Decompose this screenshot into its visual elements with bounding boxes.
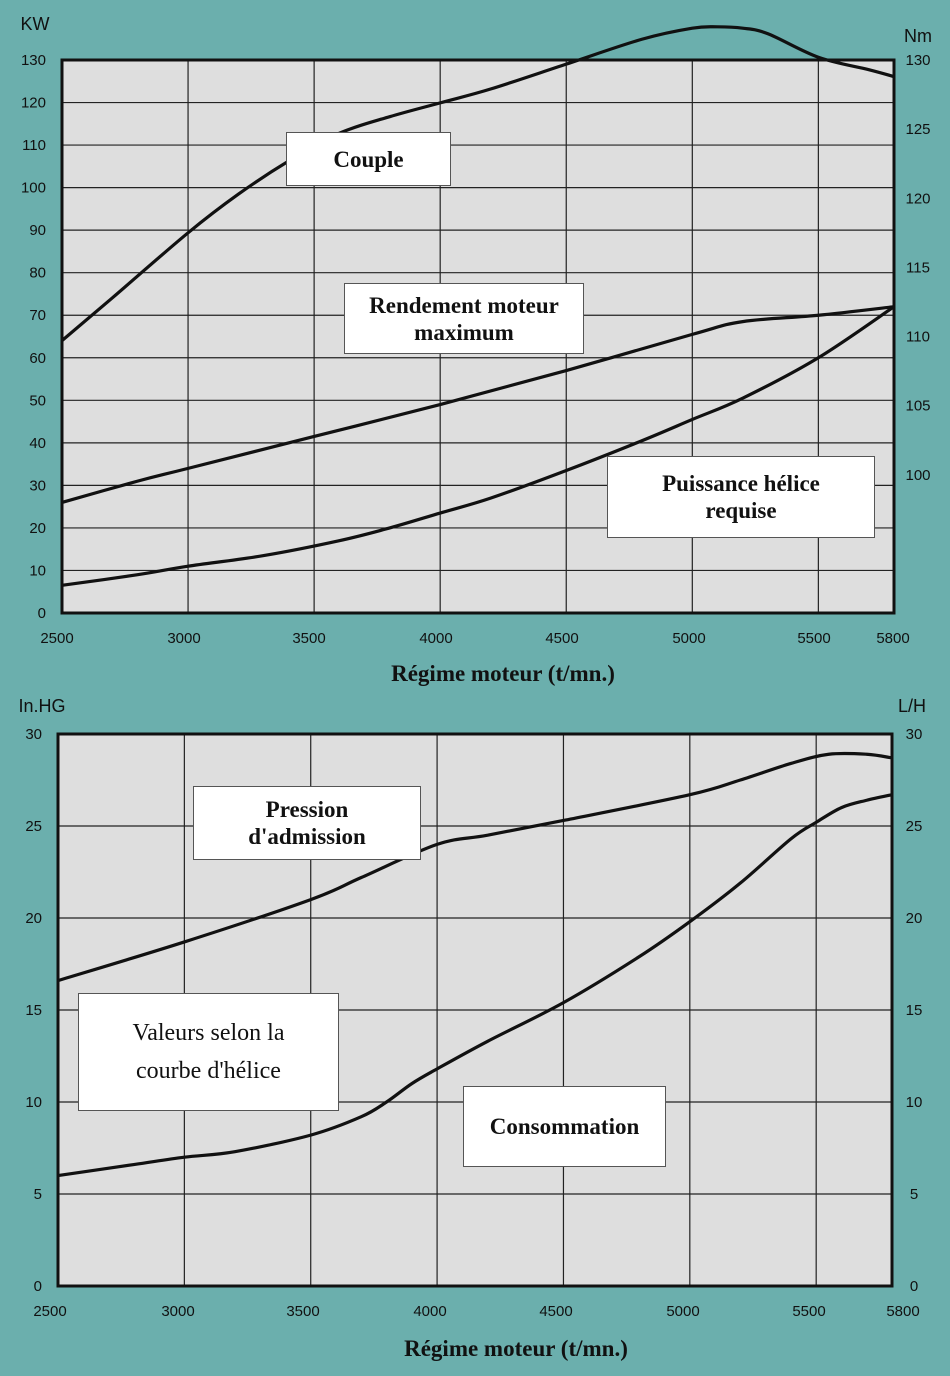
x-tick-label: 5800 — [886, 1303, 919, 1320]
y-tick-label: 10 — [29, 562, 46, 579]
y-tick-label: 0 — [34, 1278, 42, 1295]
x-tick-label: 5500 — [792, 1303, 825, 1320]
y-tick-label: 30 — [25, 726, 42, 743]
y2-axis-unit-label: L/H — [898, 696, 926, 716]
y-tick-label: 30 — [29, 477, 46, 494]
y-tick-label: 25 — [25, 818, 42, 835]
y-tick-label: 90 — [29, 222, 46, 239]
y2-tick-label: 10 — [906, 1094, 923, 1111]
power-torque-chart: 0 10 20 30 40 50 60 70 80 90 100 110 120 130 100 105 110… — [21, 14, 933, 686]
y2-tick-label: 120 — [905, 190, 930, 207]
y-tick-label: 40 — [29, 435, 46, 452]
series-line-puissance-h-lice-requise — [61, 305, 895, 587]
x-tick-label: 5500 — [797, 630, 830, 647]
couple-label-box: Couple — [286, 132, 451, 186]
y2-tick-label: 0 — [910, 1278, 918, 1295]
x-tick-label: 2500 — [33, 1303, 66, 1320]
y2-tick-label: 15 — [906, 1002, 923, 1019]
y-tick-label: 60 — [29, 350, 46, 367]
y-tick-label: 5 — [34, 1186, 42, 1203]
x-tick-label: 4500 — [539, 1303, 572, 1320]
y-tick-label: 110 — [22, 137, 46, 154]
y2-tick-label: 100 — [905, 467, 930, 484]
valeurs-label-box: Valeurs selon la courbe d'hélice — [78, 993, 339, 1111]
plot-frame — [60, 58, 896, 615]
series-line-pression-d-admission — [57, 751, 893, 983]
series-line-couple — [60, 25, 895, 342]
y-axis-unit-label: KW — [21, 14, 50, 34]
y-tick-label: 80 — [29, 265, 46, 282]
series-line-rendement-moteur-maximum — [61, 305, 895, 504]
x-tick-label: 3000 — [167, 630, 200, 647]
y2-tick-label: 20 — [906, 910, 923, 927]
x-tick-label: 4000 — [419, 630, 452, 647]
y-tick-label: 10 — [25, 1094, 42, 1111]
y2-axis-unit-label: Nm — [904, 26, 932, 46]
series-line-consommation — [57, 793, 893, 1178]
y2-tick-label: 5 — [910, 1186, 918, 1203]
puissance-label-box: Puissance hélice requise — [607, 456, 875, 538]
y2-tick-label: 115 — [906, 259, 930, 276]
y-axis-unit-label: In.HG — [18, 696, 65, 716]
y-tick-label: 130 — [21, 52, 46, 69]
x-axis-title: Régime moteur (t/mn.) — [404, 1336, 628, 1361]
y-tick-label: 50 — [29, 392, 46, 409]
rendement-label-box: Rendement moteur maximum — [344, 283, 584, 354]
pression-label-box: Pression d'admission — [193, 786, 421, 860]
y-tick-label: 70 — [29, 307, 46, 324]
x-tick-label: 2500 — [40, 630, 73, 647]
y-tick-label: 15 — [25, 1002, 42, 1019]
x-tick-label: 4500 — [545, 630, 578, 647]
y2-tick-label: 30 — [906, 726, 923, 743]
x-tick-label: 3500 — [292, 630, 325, 647]
y2-tick-label: 105 — [905, 398, 930, 415]
consommation-label-box: Consommation — [463, 1086, 666, 1167]
y2-tick-label: 125 — [905, 121, 930, 138]
plot-frame — [56, 732, 894, 1288]
x-tick-label: 3500 — [286, 1303, 319, 1320]
x-tick-label: 5000 — [666, 1303, 699, 1320]
y-tick-label: 20 — [29, 520, 46, 537]
y-tick-label: 0 — [38, 605, 46, 622]
y-tick-label: 120 — [21, 95, 46, 112]
y-tick-label: 100 — [21, 180, 46, 197]
y-tick-label: 20 — [25, 910, 42, 927]
x-axis-title: Régime moteur (t/mn.) — [391, 661, 615, 686]
x-tick-label: 5800 — [876, 630, 909, 647]
y2-tick-label: 110 — [906, 329, 930, 346]
x-tick-label: 5000 — [672, 630, 705, 647]
x-tick-label: 4000 — [413, 1303, 446, 1320]
y2-tick-label: 25 — [906, 818, 923, 835]
x-tick-label: 3000 — [161, 1303, 194, 1320]
y2-tick-label: 130 — [905, 52, 930, 69]
